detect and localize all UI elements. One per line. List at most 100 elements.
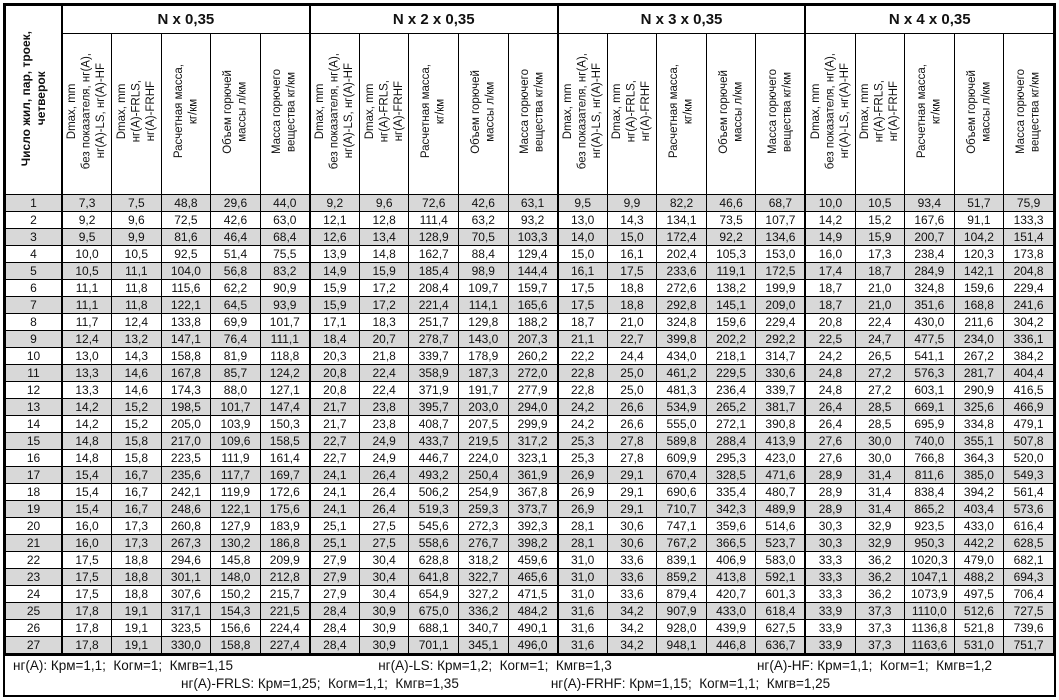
value-cell: 519,3	[408, 500, 459, 518]
value-cell: 471,5	[507, 585, 559, 603]
value-cell: 1073,9	[904, 585, 955, 603]
value-cell: 133,3	[1003, 211, 1054, 229]
value-cell: 17,5	[556, 279, 608, 297]
value-cell: 24,1	[308, 466, 360, 484]
value-cell: 628,8	[408, 551, 459, 569]
value-cell: 68,7	[755, 194, 806, 212]
value-cell: 18,7	[556, 313, 608, 331]
value-cell: 278,7	[408, 330, 459, 348]
column-header: Расчетная масса, кг/км	[904, 33, 955, 195]
value-cell: 229,5	[705, 364, 757, 382]
value-cell: 16,7	[111, 500, 162, 518]
value-cell: 288,4	[705, 432, 757, 450]
value-cell: 381,7	[755, 398, 806, 416]
value-cell: 496,0	[507, 636, 559, 654]
column-header-label: Расчетная масса, кг/км	[172, 64, 199, 159]
table-row: 24 17,5 18,8 307,6 150,2 215,7 27,9 30,4 654,9 32…	[5, 585, 1054, 603]
value-cell: 111,1	[259, 330, 311, 348]
value-cell: 446,7	[408, 449, 459, 467]
column-header: Объем горючей массы л/км	[705, 33, 757, 195]
value-cell: 394,2	[953, 483, 1005, 501]
value-cell: 161,4	[259, 449, 311, 467]
row-number: 16	[5, 449, 63, 467]
value-cell: 17,5	[61, 551, 113, 569]
value-cell: 29,1	[606, 500, 658, 518]
value-cell: 63,0	[259, 211, 311, 229]
value-cell: 185,4	[408, 262, 459, 280]
value-cell: 272,1	[705, 415, 757, 433]
value-cell: 85,7	[210, 364, 261, 382]
value-cell: 202,2	[705, 330, 757, 348]
row-number: 4	[5, 245, 63, 263]
value-cell: 484,2	[507, 602, 559, 620]
value-cell: 1110,0	[904, 602, 955, 620]
value-cell: 923,5	[904, 517, 955, 535]
value-cell: 29,1	[606, 483, 658, 501]
value-cell: 17,5	[61, 585, 113, 603]
value-cell: 373,7	[507, 500, 559, 518]
value-cell: 514,6	[755, 517, 806, 535]
row-number: 1	[5, 194, 63, 212]
value-cell: 13,4	[358, 228, 410, 246]
value-cell: 20,8	[804, 313, 856, 331]
value-cell: 272,0	[507, 364, 559, 382]
value-cell: 609,9	[656, 449, 707, 467]
value-cell: 128,9	[408, 228, 459, 246]
value-cell: 98,9	[458, 262, 509, 280]
value-cell: 118,8	[259, 347, 311, 365]
value-cell: 172,4	[656, 228, 707, 246]
value-cell: 318,2	[458, 551, 509, 569]
value-cell: 11,1	[61, 296, 113, 314]
value-cell: 22,4	[358, 364, 410, 382]
footnote-nga: нг(А): Крм=1,1; Когм=1; Кмгв=1,15	[13, 658, 234, 673]
value-cell: 395,7	[408, 398, 459, 416]
column-header-label: Объем горючей массы л/км	[717, 69, 745, 154]
column-header: Расчетная масса, кг/км	[408, 33, 459, 195]
value-cell: 27,6	[804, 432, 856, 450]
value-cell: 561,4	[1003, 483, 1054, 501]
value-cell: 129,4	[507, 245, 559, 263]
value-cell: 156,6	[210, 619, 261, 637]
value-cell: 324,8	[656, 313, 707, 331]
value-cell: 26,6	[606, 398, 658, 416]
row-number: 6	[5, 279, 63, 297]
value-cell: 36,2	[854, 585, 906, 603]
value-cell: 366,5	[705, 534, 757, 552]
value-cell: 81,9	[210, 347, 261, 365]
value-cell: 27,5	[358, 517, 410, 535]
value-cell: 15,4	[61, 466, 113, 484]
row-number: 26	[5, 619, 63, 637]
value-cell: 710,7	[656, 500, 707, 518]
row-number: 19	[5, 500, 63, 518]
value-cell: 26,4	[358, 483, 410, 501]
column-header-label: Объем горючей массы л/км	[965, 69, 992, 154]
value-cell: 109,7	[458, 279, 509, 297]
column-header-label: Dmax, mm нг(А)-FRLS, нг(А)-FRHF	[611, 80, 653, 143]
value-cell: 24,9	[358, 432, 410, 450]
value-cell: 12,4	[111, 313, 162, 331]
value-cell: 30,0	[854, 449, 906, 467]
value-cell: 14,0	[556, 228, 608, 246]
value-cell: 76,4	[210, 330, 261, 348]
value-cell: 24,8	[804, 364, 856, 382]
value-cell: 21,1	[556, 330, 608, 348]
value-cell: 30,9	[358, 619, 410, 637]
value-cell: 150,2	[210, 585, 261, 603]
value-cell: 15,9	[308, 296, 360, 314]
value-cell: 15,9	[308, 279, 360, 297]
value-cell: 124,2	[259, 364, 311, 382]
value-cell: 14,8	[358, 245, 410, 263]
value-cell: 31,6	[556, 619, 608, 637]
value-cell: 119,9	[210, 483, 261, 501]
value-cell: 7,5	[111, 194, 162, 212]
value-cell: 120,3	[953, 245, 1005, 263]
column-header-label: Масса горючего вещества кг/км	[767, 68, 794, 155]
value-cell: 31,4	[854, 466, 906, 484]
value-cell: 549,3	[1003, 466, 1054, 484]
value-cell: 30,6	[606, 517, 658, 535]
value-cell: 17,5	[606, 262, 658, 280]
value-cell: 229,4	[755, 313, 806, 331]
value-cell: 51,7	[953, 194, 1005, 212]
value-cell: 64,5	[210, 296, 261, 314]
value-cell: 11,1	[61, 279, 113, 297]
